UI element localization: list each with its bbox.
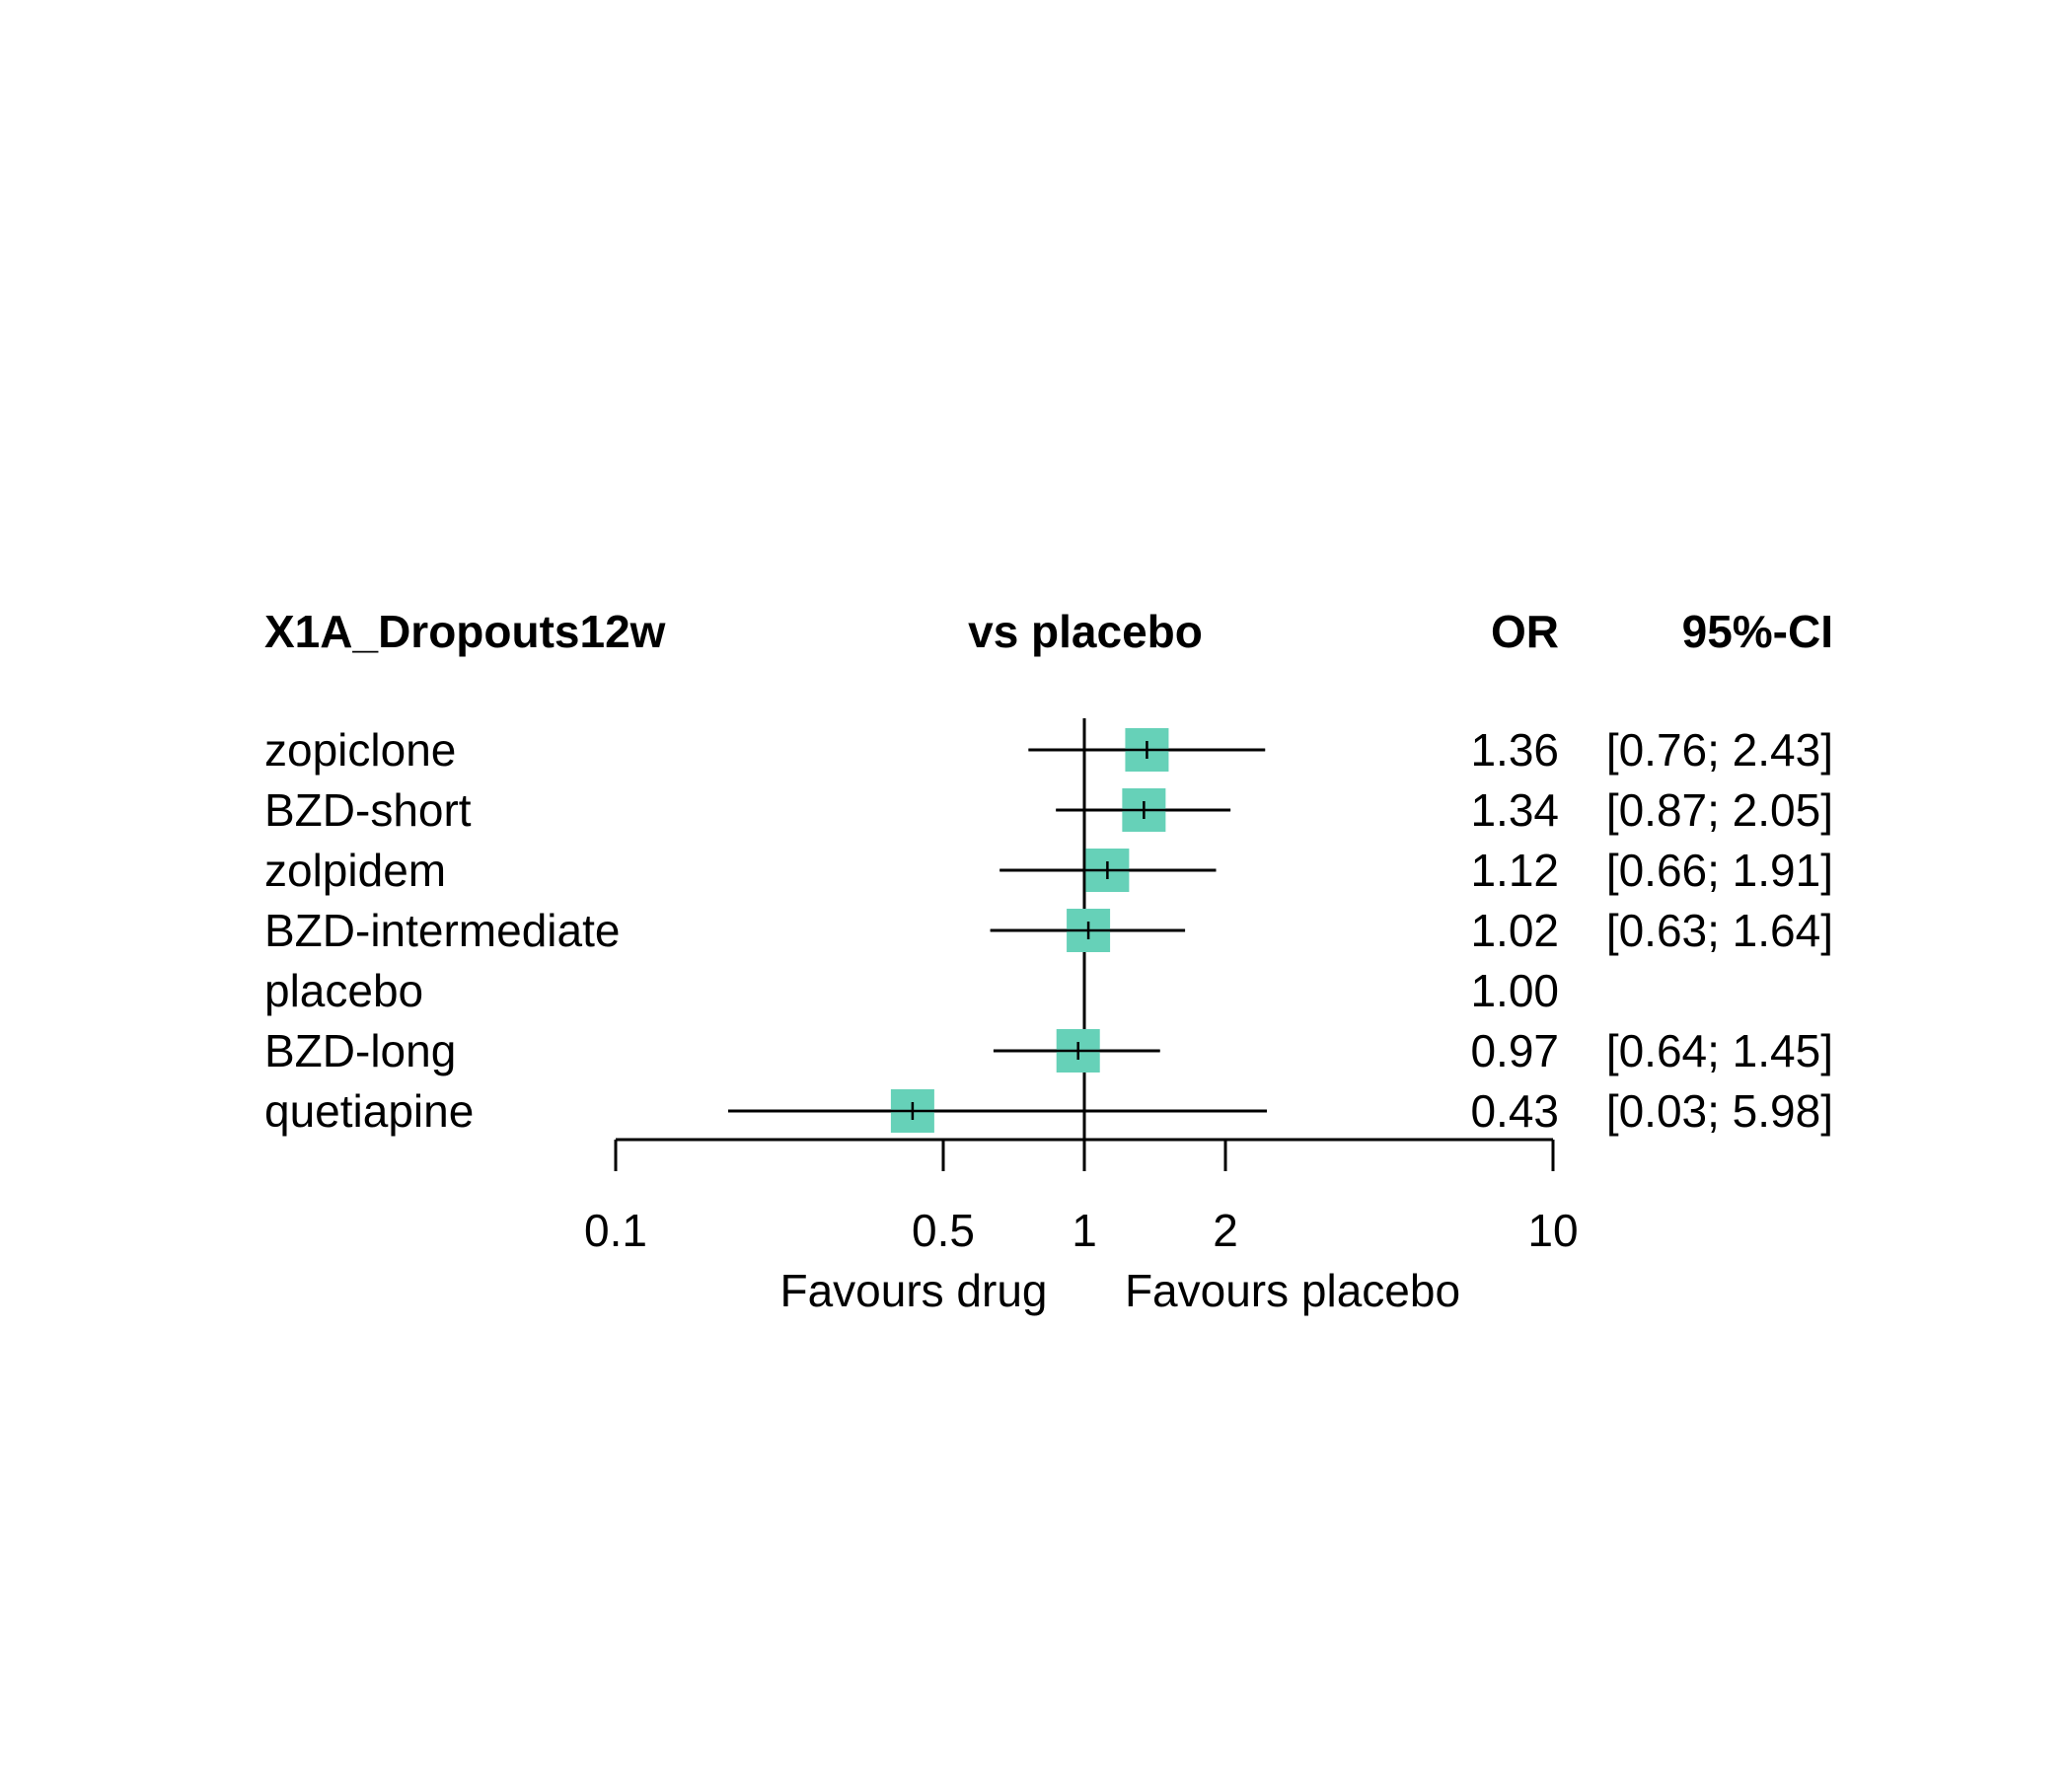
forest-row: BZD-intermediate 1.02 [0.63; 1.64] bbox=[264, 905, 1833, 956]
row-label: zopiclone bbox=[264, 724, 456, 776]
study-rows: zopiclone 1.36 [0.76; 2.43] BZD-short 1.34 [0… bbox=[264, 718, 1833, 1140]
row-label: BZD-long bbox=[264, 1025, 456, 1076]
or-value: 0.43 bbox=[1470, 1085, 1559, 1137]
forest-row: zopiclone 1.36 [0.76; 2.43] bbox=[264, 724, 1833, 776]
x-axis: 0.1 0.5 1 2 10 bbox=[584, 1138, 1579, 1256]
x-tick-label: 0.5 bbox=[912, 1205, 975, 1256]
x-label-left: Favours drug bbox=[779, 1265, 1047, 1316]
forest-row: zolpidem 1.12 [0.66; 1.91] bbox=[264, 845, 1833, 896]
x-tick-label: 10 bbox=[1527, 1205, 1578, 1256]
ci-value: [0.76; 2.43] bbox=[1606, 724, 1833, 776]
ci-value: [0.64; 1.45] bbox=[1606, 1025, 1833, 1076]
forest-row: quetiapine 0.43 [0.03; 5.98] bbox=[264, 1085, 1833, 1137]
ci-value: [0.87; 2.05] bbox=[1606, 784, 1833, 836]
row-label: BZD-short bbox=[264, 784, 472, 836]
ci-value: [0.03; 5.98] bbox=[1606, 1085, 1833, 1137]
x-tick-label: 0.1 bbox=[584, 1205, 647, 1256]
or-value: 0.97 bbox=[1470, 1025, 1559, 1076]
x-label-right: Favours placebo bbox=[1125, 1265, 1460, 1316]
label-column-header: X1A_Dropouts12w bbox=[264, 606, 666, 657]
plot-column-header: vs placebo bbox=[968, 606, 1203, 657]
forest-row: placebo 1.00 bbox=[264, 965, 1559, 1016]
or-value: 1.34 bbox=[1470, 784, 1559, 836]
row-label: placebo bbox=[264, 965, 423, 1016]
x-tick-label: 2 bbox=[1213, 1205, 1238, 1256]
forest-row: BZD-long 0.97 [0.64; 1.45] bbox=[264, 1025, 1833, 1076]
ci-value: [0.63; 1.64] bbox=[1606, 905, 1833, 956]
or-value: 1.02 bbox=[1470, 905, 1559, 956]
or-value: 1.36 bbox=[1470, 724, 1559, 776]
or-column-header: OR bbox=[1491, 606, 1559, 657]
x-tick-label: 1 bbox=[1072, 1205, 1097, 1256]
forest-row: BZD-short 1.34 [0.87; 2.05] bbox=[264, 784, 1833, 836]
ci-value: [0.66; 1.91] bbox=[1606, 845, 1833, 896]
or-value: 1.12 bbox=[1470, 845, 1559, 896]
row-label: quetiapine bbox=[264, 1085, 474, 1137]
row-label: zolpidem bbox=[264, 845, 446, 896]
row-label: BZD-intermediate bbox=[264, 905, 620, 956]
ci-column-header: 95%-CI bbox=[1682, 606, 1833, 657]
or-value: 1.00 bbox=[1470, 965, 1559, 1016]
